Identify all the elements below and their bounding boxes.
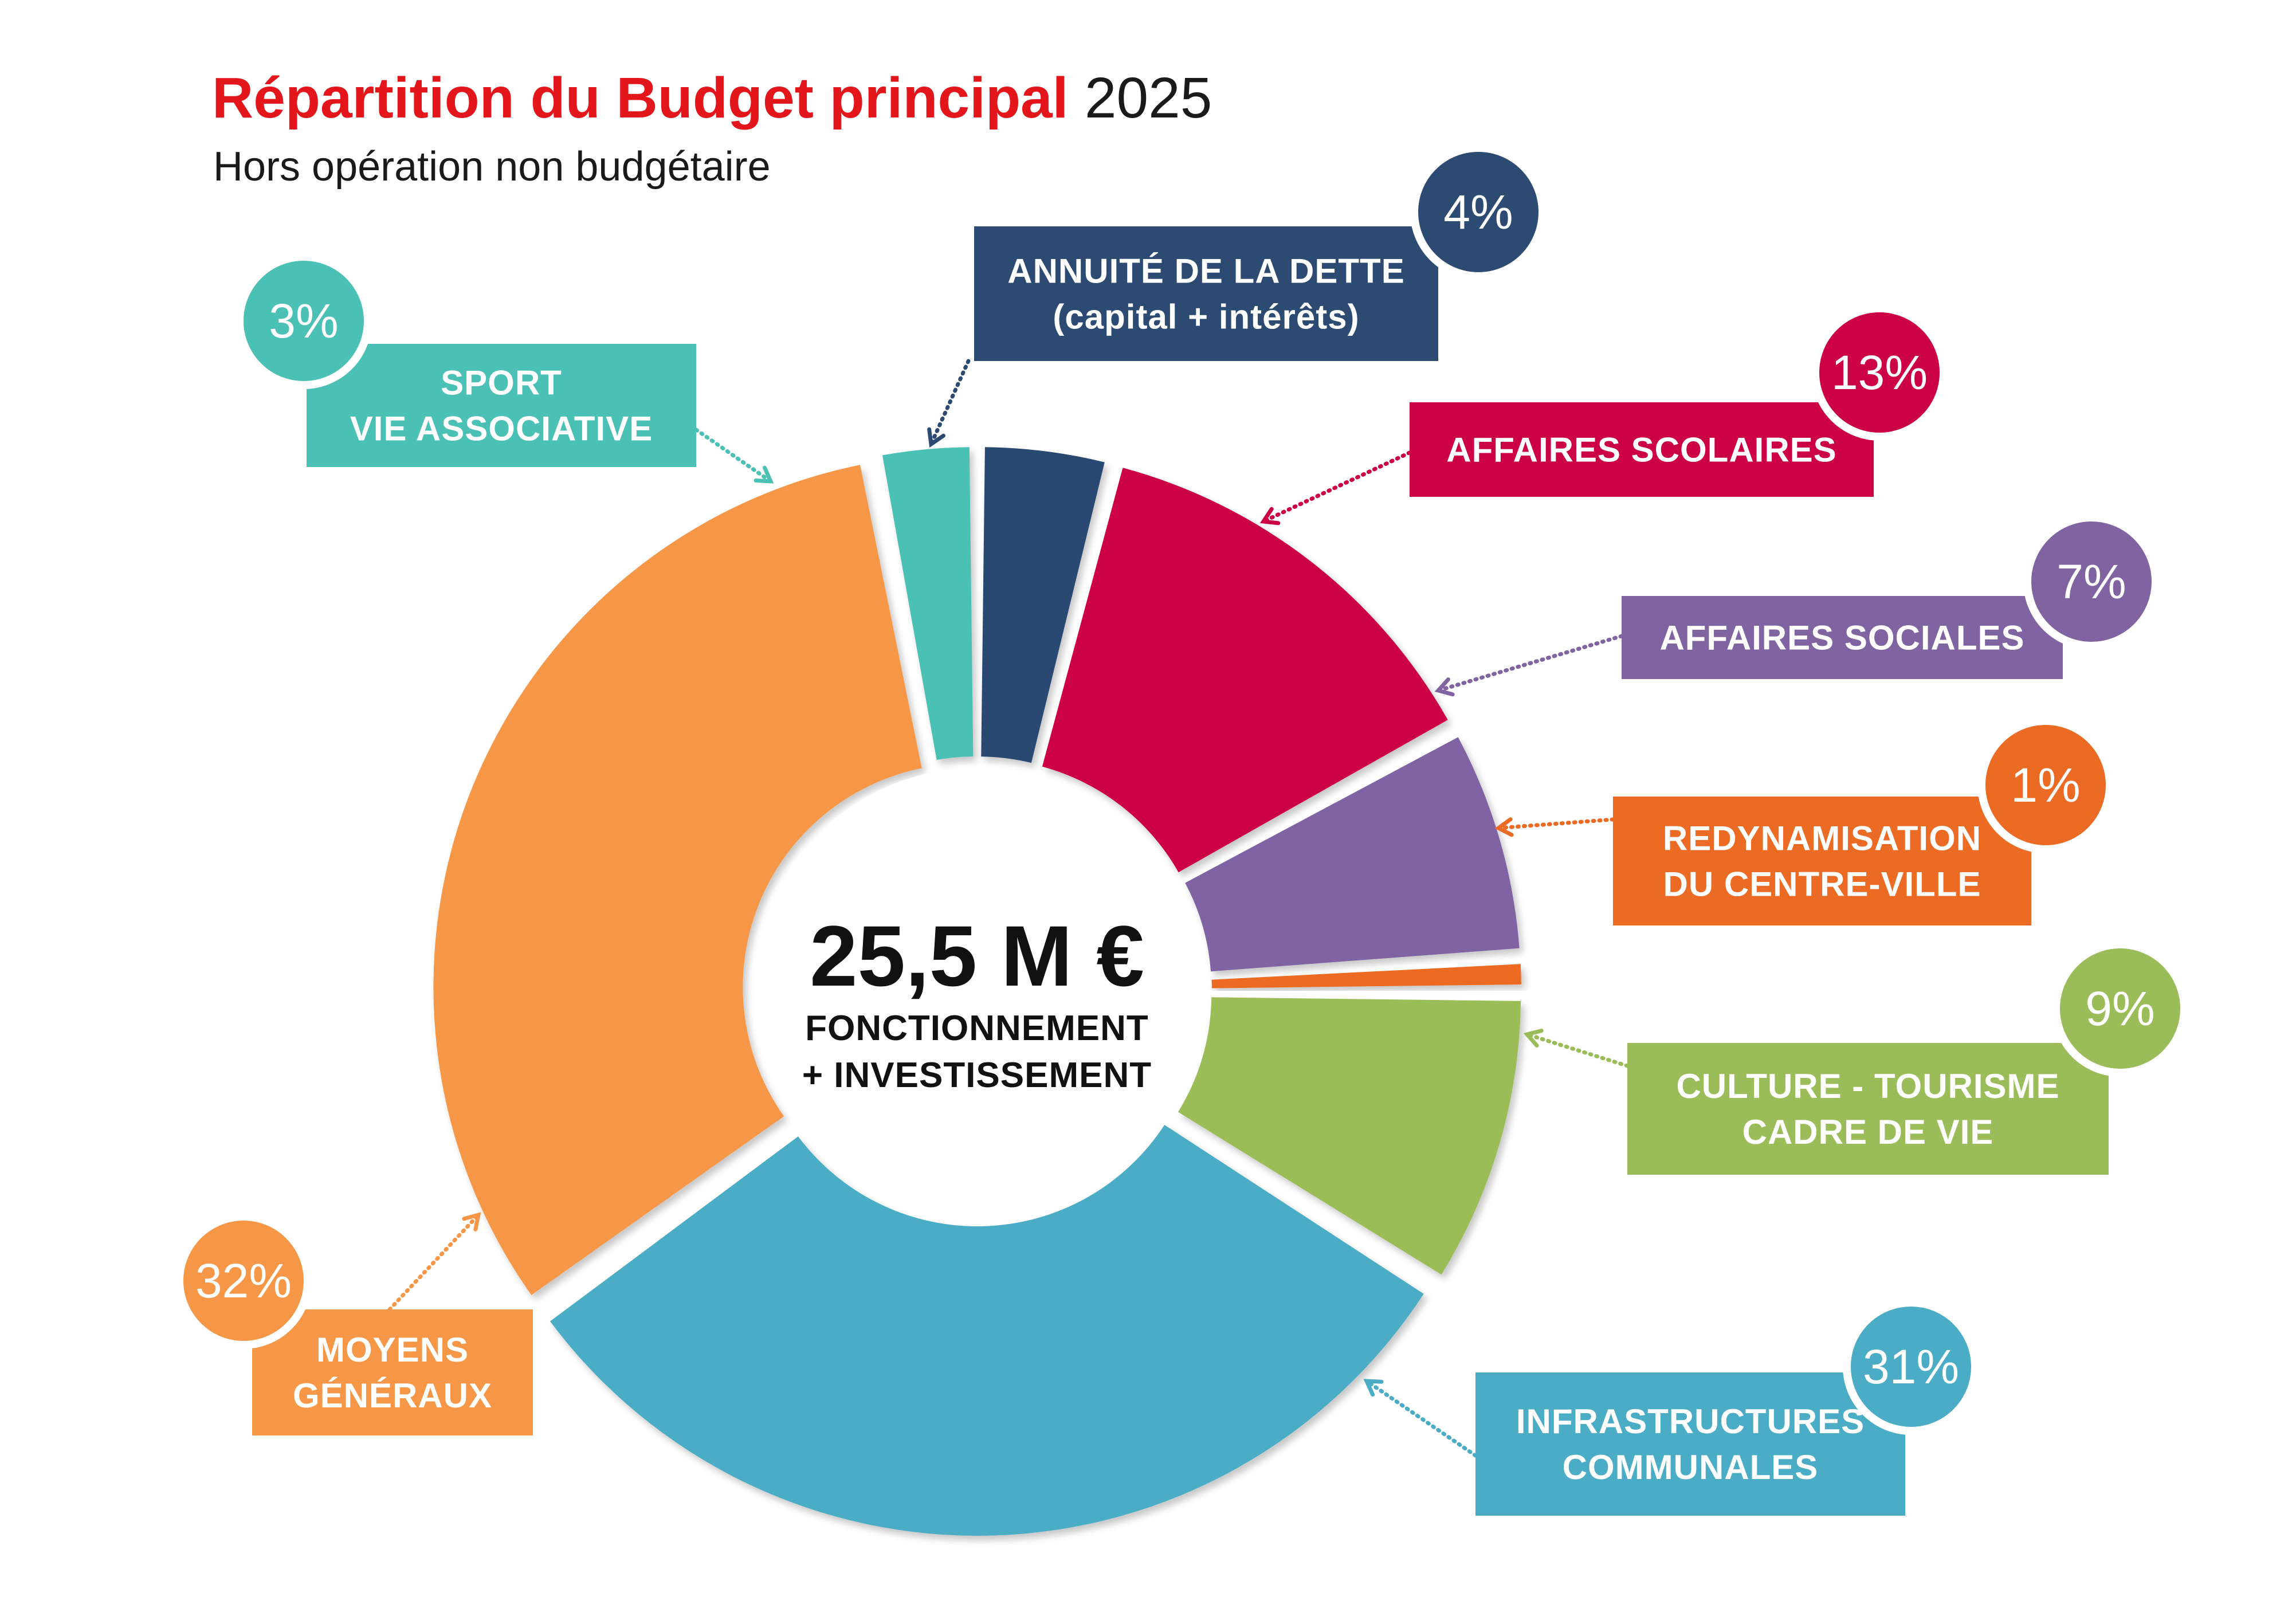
slice-label-redyn-line-1: REDYNAMISATION [1663,819,1981,858]
donut-slice-sociales [1185,737,1520,972]
percent-label-redyn: 1% [2011,758,2080,812]
label-box-sociales [1622,596,2063,679]
donut-slice-dette [981,447,1105,763]
leader-line-dette [929,359,971,446]
leader-arrow-moyens [462,1212,481,1231]
leader-arrow-scolaires [1259,507,1281,525]
percent-label-dette: 4% [1443,185,1513,239]
leader-line-sociales [1436,634,1624,693]
leader-line-infra [1364,1379,1478,1458]
chart-title: Répartition du Budget principal 2025 [212,66,1212,130]
center-total-amount: 25,5 M € [810,908,1144,1004]
slice-label-culture-line-1: CULTURE - TOURISME [1676,1067,2059,1105]
donut-slice-culture [1178,997,1521,1275]
donut-slice-infra [550,1125,1424,1536]
label-box-culture [1627,1043,2109,1175]
leader-arrow-infra [1363,1379,1384,1397]
slice-label-culture-line-2: CADRE DE VIE [1742,1113,1994,1151]
slice-label-dette-line-2: (capital + intérêts) [1053,298,1359,336]
label-box-infra [1475,1372,1905,1516]
slice-label-redyn-line-2: DU CENTRE-VILLE [1663,865,1981,904]
percent-bubble-scolaires [1811,304,1948,441]
label-box-dette [974,226,1438,361]
slice-labels: ANNUITÉ DE LA DETTE (capital + intérêts) 4… [175,144,2188,1516]
percent-bubble-sport [236,253,372,389]
center-line-2: + INVESTISSEMENT [802,1056,1152,1095]
donut-slice-scolaires [1042,468,1448,873]
leader-arrow-culture [1523,1029,1544,1048]
percent-label-sport: 3% [269,294,338,348]
center-hole [753,768,1200,1215]
percent-label-culture: 9% [2085,982,2154,1035]
leader-line-sport [694,427,773,484]
leader-arrow-redyn [1494,817,1514,837]
title-year: 2025 [1085,66,1212,130]
percent-bubble-dette [1410,144,1547,280]
label-box-moyens [252,1309,533,1435]
center-line-1: FONCTIONNEMENT [805,1009,1149,1048]
leader-arrow-dette [927,427,945,448]
title-red-part: Répartition du Budget principal [212,66,1068,130]
donut-slices [433,447,1521,1536]
label-box-scolaires [1410,402,1874,497]
chart-subtitle: Hors opération non budgétaire [213,144,771,190]
slice-label-scolaires-line-1: AFFAIRES SCOLAIRES [1446,431,1836,469]
percent-label-scolaires: 13% [1831,346,1928,399]
slice-label-sport-line-2: VIE ASSOCIATIVE [350,410,653,448]
slice-label-infra-line-2: COMMUNALES [1563,1448,1819,1486]
slice-label-sociales-line-1: AFFAIRES SOCIALES [1659,619,2024,657]
leader-lines [387,359,1630,1458]
donut-slice-redyn [1211,964,1521,988]
percent-label-infra: 31% [1863,1340,1959,1394]
donut-slice-sport [882,447,974,760]
slice-label-moyens-line-1: MOYENS [316,1331,469,1369]
percent-bubble-infra [1843,1299,1979,1435]
donut-slice-moyens [433,465,922,1295]
percent-bubble-redyn [1977,717,2114,853]
slice-label-dette-line-1: ANNUITÉ DE LA DETTE [1007,252,1404,291]
slice-label-moyens-line-2: GÉNÉRAUX [293,1376,492,1415]
leader-line-moyens [387,1213,481,1312]
label-box-redyn [1613,797,2031,925]
slice-label-sport-line-1: SPORT [441,364,562,402]
leader-arrow-sport [753,465,774,484]
leader-arrow-sociales [1434,677,1455,697]
percent-bubble-culture [2052,940,2188,1077]
percent-bubble-sociales [2023,513,2160,650]
percent-label-sociales: 7% [2056,555,2126,609]
label-box-sport [307,344,696,467]
percent-label-moyens: 32% [195,1254,292,1308]
leader-line-redyn [1496,817,1615,830]
leader-line-culture [1525,1032,1630,1068]
slice-label-infra-line-1: INFRASTRUCTURES [1516,1402,1865,1441]
leader-line-scolaires [1261,450,1412,524]
percent-bubble-moyens [175,1213,312,1349]
